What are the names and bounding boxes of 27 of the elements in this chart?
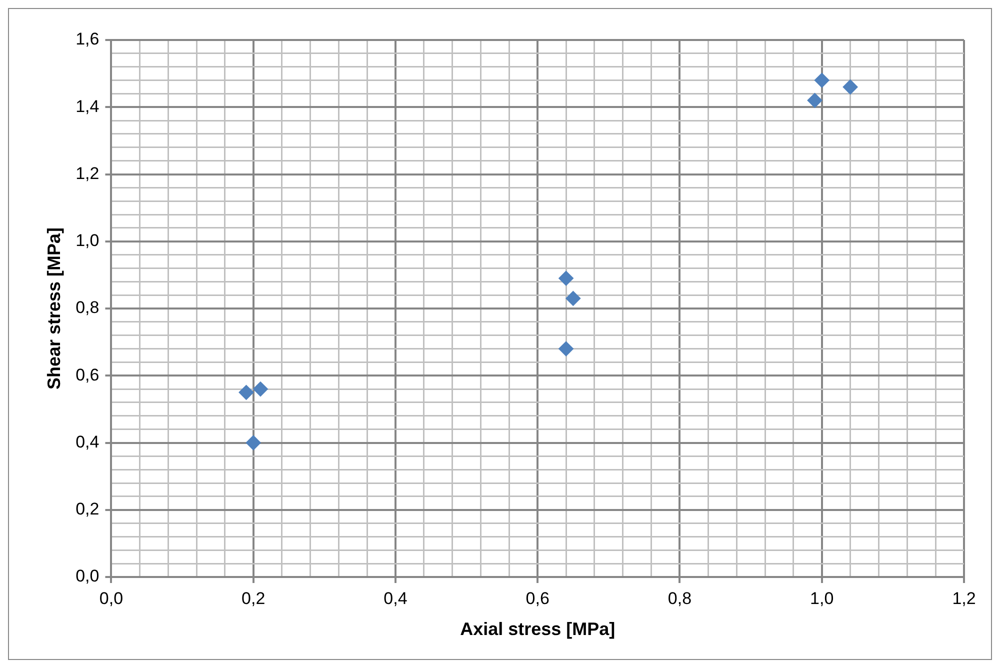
point: [252, 382, 268, 397]
point: [842, 79, 858, 94]
x-tick-label: 1,2: [952, 588, 976, 608]
point: [238, 384, 254, 400]
point: [566, 290, 581, 306]
point: [246, 435, 261, 450]
y-tick-label: 0,4: [76, 432, 100, 452]
point: [558, 341, 574, 356]
y-tick-label: 0,8: [76, 298, 100, 318]
y-tick-label: 0,6: [76, 365, 100, 384]
y-tick-label: 1,4: [76, 96, 100, 116]
point: [814, 72, 830, 88]
y-tick-label: 1,0: [76, 231, 100, 250]
x-tick-label: 0,8: [668, 588, 692, 608]
x-axis-title: Axial stress [MPa]: [460, 619, 616, 640]
x-tick-label: 0,2: [242, 588, 266, 608]
y-axis-title: Shear stress [MPa]: [44, 227, 64, 390]
y-tick-label: 0,0: [76, 566, 100, 586]
x-tick-label: 0,6: [526, 588, 550, 608]
x-tick-label: 0,0: [99, 588, 124, 608]
x-tick-label: 0,4: [384, 588, 408, 608]
y-tick-label: 1,6: [76, 30, 100, 49]
point: [558, 270, 574, 286]
y-tick-label: 0,2: [76, 500, 100, 519]
x-tick-label: 1,0: [810, 588, 834, 608]
point: [807, 92, 822, 108]
y-tick-label: 1,2: [76, 164, 100, 183]
